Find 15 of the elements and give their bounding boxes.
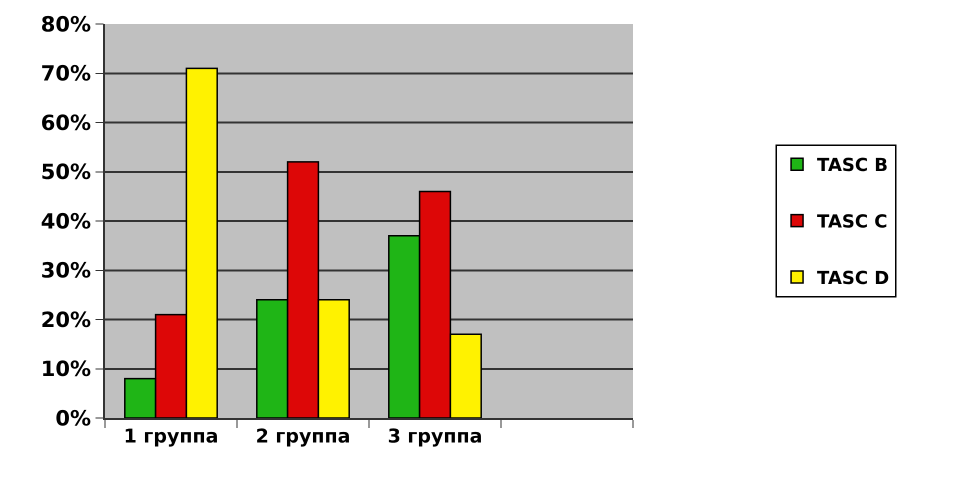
y-tick-label: 80% bbox=[40, 12, 92, 36]
y-tick-label: 0% bbox=[55, 406, 92, 430]
legend-label: TASC C bbox=[817, 212, 888, 233]
y-tick-label: 20% bbox=[40, 308, 92, 332]
y-tick-label: 50% bbox=[40, 160, 92, 184]
x-tick-label: 3 группа bbox=[388, 426, 482, 448]
y-tick-label: 10% bbox=[40, 357, 92, 382]
x-tick-label: 2 группа bbox=[256, 426, 350, 448]
legend-label: TASC B bbox=[817, 155, 888, 176]
y-tick-label: 30% bbox=[40, 258, 92, 283]
x-tick-label: 1 группа bbox=[124, 426, 218, 448]
y-tick-label: 70% bbox=[40, 62, 92, 86]
y-tick-label: 60% bbox=[40, 110, 92, 135]
y-tick-label: 40% bbox=[40, 209, 92, 234]
legend-label: TASC D bbox=[817, 268, 890, 290]
